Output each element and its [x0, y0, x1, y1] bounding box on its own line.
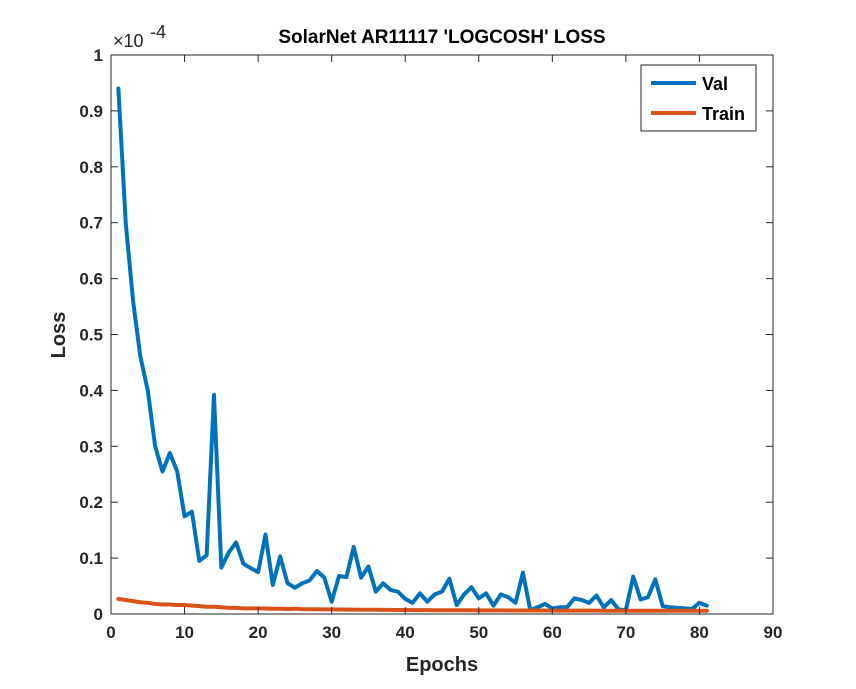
y-tick-label: 0.5 [79, 326, 103, 345]
ticks: 0 10 20 30 40 50 60 70 80 90 0 0.1 0.2 0.3 0.4 0.5 0.6 0.… [79, 46, 782, 642]
series-line-train [116, 596, 709, 613]
plot-area [111, 55, 773, 614]
legend-label-train: Train [702, 104, 745, 124]
y-tick-label: 0.7 [79, 214, 103, 233]
y-tick-label: 0.3 [79, 437, 103, 456]
x-axis-label: Epochs [406, 654, 478, 676]
y-tick-label: 0.2 [79, 493, 103, 512]
chart-title: SolarNet AR11117 'LOGCOSH' LOSS [278, 27, 605, 48]
y-exponent-power: -4 [150, 22, 166, 42]
y-tick-label: 0.4 [79, 381, 103, 400]
legend-box [640, 64, 757, 132]
x-tick-label: 70 [616, 623, 635, 642]
legend: Val Train [640, 64, 757, 132]
y-axis-label: Loss [48, 312, 70, 359]
x-tick-label: 10 [175, 623, 194, 642]
y-tick-label: 0 [94, 605, 103, 624]
y-tick-label: 0.9 [79, 102, 103, 121]
y-tick-label: 1 [94, 46, 103, 65]
x-tick-label: 90 [764, 623, 783, 642]
x-tick-label: 80 [690, 623, 709, 642]
y-tick-label: 0.6 [79, 270, 103, 289]
x-tick-label: 50 [469, 623, 488, 642]
y-tick-label: 0.1 [79, 549, 103, 568]
legend-label-val: Val [702, 74, 728, 94]
x-tick-label: 30 [322, 623, 341, 642]
x-tick-label: 60 [543, 623, 562, 642]
x-tick-label: 0 [106, 623, 115, 642]
x-tick-label: 20 [249, 623, 268, 642]
x-tick-label: 40 [396, 623, 415, 642]
y-exponent-base: ×10 [113, 31, 144, 51]
series-line-val [116, 86, 709, 613]
y-tick-label: 0.8 [79, 158, 103, 177]
plot-lines [116, 86, 709, 613]
